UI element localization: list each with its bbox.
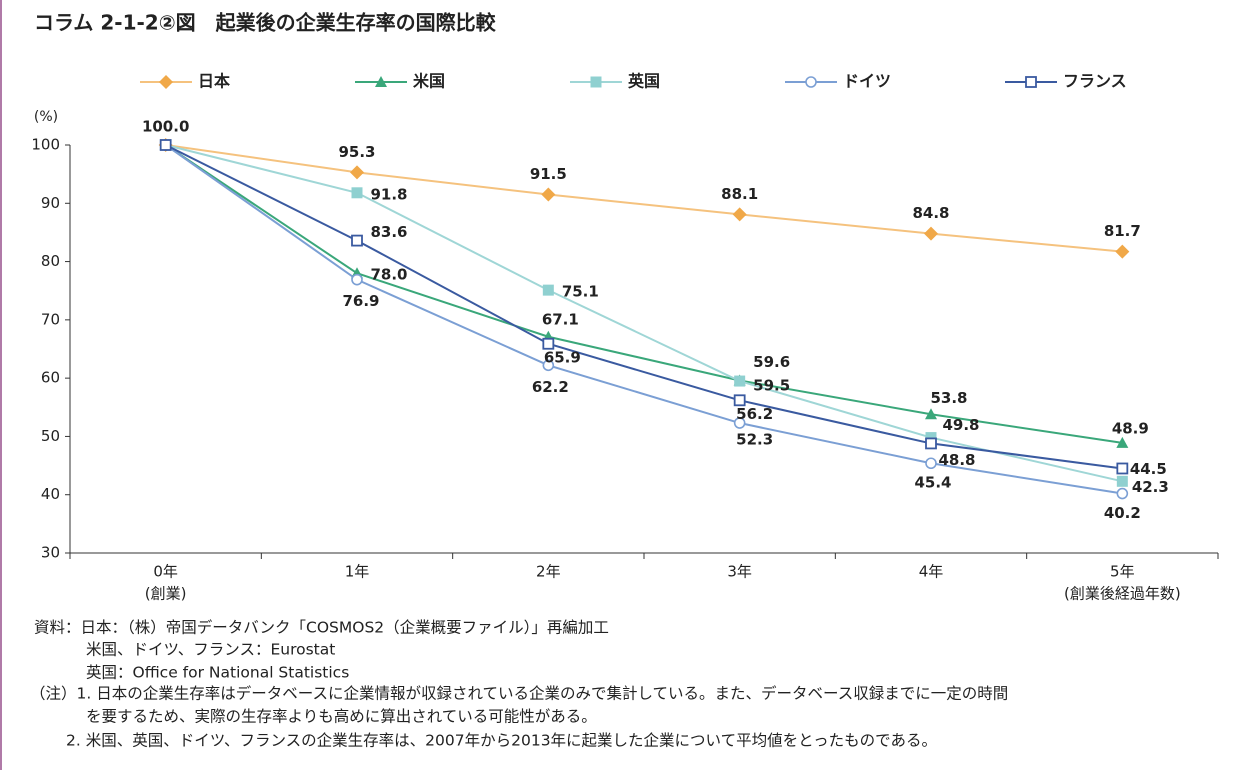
- y-axis-label: (%): [34, 109, 58, 125]
- marker: [925, 457, 937, 470]
- note: 資料：日本：（株）帝国データバンク「COSMOS2（企業概要ファイル）」再編加工: [34, 618, 609, 637]
- series-line: [165, 144, 1123, 483]
- value-label: 59.6: [753, 353, 790, 371]
- marker: [733, 394, 746, 407]
- value-label: 48.9: [1112, 419, 1149, 437]
- x-tick-label: 4年: [919, 563, 944, 581]
- marker: [350, 165, 364, 180]
- value-label: 52.3: [736, 431, 773, 449]
- legend-marker: [159, 75, 173, 89]
- marker: [925, 408, 937, 420]
- value-label: 65.9: [544, 348, 581, 366]
- value-label: 53.8: [930, 389, 967, 407]
- value-label: 59.5: [753, 377, 790, 395]
- x-tick-label: 0年: [153, 563, 178, 581]
- x-tick-note: (創業): [145, 585, 187, 603]
- marker: [351, 187, 363, 199]
- legend-label: 日本: [198, 72, 230, 91]
- y-tick-label: 60: [41, 369, 60, 387]
- chart-title: コラム 2-1-2②図 起業後の企業生存率の国際比較: [34, 11, 497, 35]
- x-tick-label: 2年: [536, 563, 561, 581]
- series-line: [165, 144, 1123, 470]
- legend-marker: [805, 76, 817, 88]
- value-label: 75.1: [562, 283, 599, 301]
- marker: [734, 375, 746, 387]
- x-tick-label: 3年: [727, 563, 752, 581]
- y-tick-label: 50: [41, 427, 60, 445]
- y-tick-label: 30: [41, 544, 60, 562]
- value-label: 45.4: [914, 474, 951, 492]
- marker: [732, 207, 747, 222]
- legend-label: 英国: [627, 72, 660, 91]
- value-label: 44.5: [1130, 460, 1167, 478]
- y-tick-label: 100: [31, 136, 60, 154]
- legend-label: フランス: [1063, 72, 1127, 91]
- x-tick-note: (創業後経過年数): [1064, 585, 1181, 603]
- marker: [924, 226, 938, 241]
- marker: [733, 417, 746, 429]
- value-label: 78.0: [370, 266, 407, 284]
- x-tick-label: 1年: [345, 563, 370, 581]
- legend-label: ドイツ: [843, 72, 891, 91]
- marker: [542, 337, 555, 350]
- y-tick-label: 70: [41, 310, 60, 328]
- marker: [1115, 244, 1130, 259]
- x-tick-label: 5年: [1110, 563, 1135, 581]
- legend-marker: [375, 76, 387, 87]
- marker: [351, 273, 363, 286]
- note: 2. 米国、英国、ドイツ、フランスの企業生存率は、2007年から2013年に起業…: [66, 732, 937, 750]
- value-label: 48.8: [938, 451, 975, 469]
- marker: [1116, 462, 1129, 475]
- legend-marker: [590, 76, 602, 88]
- note: を要するため、実際の生存率よりも高めに算出されている可能性がある。: [86, 707, 597, 726]
- value-label: 42.3: [1132, 478, 1169, 496]
- marker: [1116, 436, 1129, 448]
- value-label: 100.0: [142, 118, 189, 136]
- value-label: 56.2: [736, 405, 773, 423]
- marker: [1116, 475, 1128, 487]
- marker: [1116, 487, 1129, 500]
- marker: [159, 139, 172, 151]
- marker: [351, 234, 363, 247]
- value-label: 76.9: [342, 292, 379, 310]
- legend-label: 米国: [413, 72, 445, 91]
- note: 英国：Office for National Statistics: [86, 664, 349, 682]
- y-tick-label: 90: [41, 194, 60, 212]
- marker: [541, 187, 556, 202]
- note: （注）1. 日本の企業生存率はデータベースに企業情報が収録されている企業のみで集…: [30, 684, 1008, 703]
- note: 米国、ドイツ、フランス：Eurostat: [86, 641, 335, 659]
- marker: [542, 284, 554, 296]
- value-label: 62.2: [532, 378, 569, 396]
- value-label: 67.1: [542, 310, 579, 328]
- value-label: 40.2: [1104, 504, 1141, 522]
- value-label: 84.8: [912, 204, 949, 222]
- value-label: 88.1: [721, 185, 758, 203]
- series-line: [165, 144, 1123, 253]
- series-line: [165, 144, 1123, 444]
- value-label: 83.6: [370, 223, 407, 241]
- value-label: 91.8: [370, 185, 407, 203]
- value-label: 91.5: [530, 165, 567, 183]
- marker: [925, 437, 937, 450]
- marker: [542, 359, 555, 372]
- value-label: 49.8: [942, 416, 979, 434]
- legend-marker: [1025, 76, 1037, 88]
- y-tick-label: 80: [41, 252, 60, 270]
- value-label: 95.3: [338, 143, 375, 161]
- y-tick-label: 40: [41, 485, 60, 503]
- series-line: [165, 144, 1123, 495]
- value-label: 81.7: [1104, 222, 1141, 240]
